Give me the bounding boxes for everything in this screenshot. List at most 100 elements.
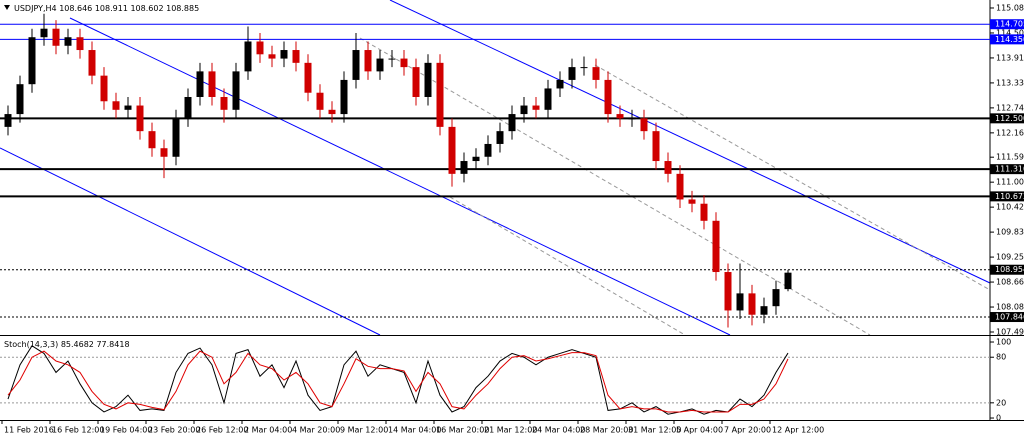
dashed-line xyxy=(594,64,991,291)
candle-body xyxy=(232,71,240,110)
candle-body xyxy=(40,28,48,38)
candle-body xyxy=(52,28,60,46)
dashed-line xyxy=(449,196,686,336)
y-tick-label: 113.33 xyxy=(996,78,1024,87)
candle-body xyxy=(544,88,552,110)
candle-body xyxy=(484,143,492,157)
level-label: 110.672 xyxy=(995,192,1024,201)
chart-header: USDJPY,H4 108.646 108.911 108.602 108.88… xyxy=(14,4,199,13)
x-tick-label: 28 Mar 20:00 xyxy=(580,426,633,435)
candle-body xyxy=(460,161,468,174)
x-tick-label: 4 Mar 20:00 xyxy=(292,426,340,435)
y-tick-label: 0 xyxy=(996,414,1001,423)
candle-body xyxy=(76,37,84,51)
x-tick-label: 14 Mar 04:00 xyxy=(388,426,441,435)
candle-body xyxy=(508,114,516,132)
candle-body xyxy=(436,62,444,127)
stoch-line xyxy=(7,350,789,413)
candle-body xyxy=(16,84,24,115)
candle-body xyxy=(244,41,252,72)
candle-body xyxy=(604,79,612,115)
y-tick-label: 112.160 xyxy=(996,128,1024,137)
level-label-box xyxy=(990,19,1024,30)
candle-body xyxy=(160,148,168,157)
level-label-box xyxy=(990,164,1024,175)
y-tick-label: 107.495 xyxy=(996,328,1024,337)
y-tick-label: 113.915 xyxy=(996,53,1024,62)
candle-body xyxy=(760,306,768,315)
candle-body xyxy=(724,272,732,311)
candle-body xyxy=(280,50,288,59)
candle-body xyxy=(688,199,696,204)
candle-body xyxy=(616,114,624,119)
x-tick-label: 24 Mar 04:00 xyxy=(532,426,585,435)
x-tick-label: 5 Apr 04:00 xyxy=(676,426,723,435)
candle-body xyxy=(652,131,660,162)
candle-body xyxy=(172,118,180,157)
candle-body xyxy=(628,118,636,120)
x-tick-label: 2 Mar 04:00 xyxy=(244,426,292,435)
candle-body xyxy=(88,50,96,76)
candle-body xyxy=(100,75,108,102)
level-label: 112.500 xyxy=(995,114,1024,123)
menu-arrow[interactable] xyxy=(4,5,10,10)
x-tick-label: 19 Feb 04:00 xyxy=(100,426,152,435)
level-label: 111.310 xyxy=(995,165,1024,174)
candle-body xyxy=(532,105,540,110)
y-tick-label: 115.085 xyxy=(996,3,1024,12)
x-tick-label: 21 Mar 12:00 xyxy=(484,426,537,435)
candle-body xyxy=(496,131,504,144)
x-tick-label: 23 Feb 20:00 xyxy=(148,426,200,435)
channel-line xyxy=(69,17,731,336)
y-tick-label: 108.665 xyxy=(996,278,1024,287)
y-tick-label: 20 xyxy=(996,398,1006,407)
candle-body xyxy=(400,58,408,68)
candle-body xyxy=(28,37,36,85)
candle-body xyxy=(184,96,192,119)
y-tick-label: 111.590 xyxy=(996,153,1024,162)
candle-body xyxy=(268,54,276,59)
channel-line xyxy=(0,147,381,336)
candle-body xyxy=(4,114,12,127)
candle-body xyxy=(376,58,384,72)
candle-body xyxy=(292,50,300,63)
level-label: 107.846 xyxy=(995,313,1024,322)
stoch-line xyxy=(7,345,789,415)
y-tick-label: 100 xyxy=(996,338,1011,347)
candle-body xyxy=(388,58,396,60)
y-tick-label: 109.25 xyxy=(996,253,1024,262)
candle-body xyxy=(676,173,684,200)
candle-body xyxy=(112,101,120,110)
level-label-box xyxy=(990,264,1024,275)
candle-body xyxy=(304,62,312,93)
x-tick-label: 12 Apr 12:00 xyxy=(772,426,824,435)
candle-body xyxy=(256,41,264,55)
y-tick-label: 110.420 xyxy=(996,203,1024,212)
x-tick-label: 26 Feb 12:00 xyxy=(196,426,248,435)
candle-body xyxy=(736,293,744,311)
candle-body xyxy=(412,67,420,97)
candle-body xyxy=(316,92,324,110)
y-tick-label: 114.500 xyxy=(996,28,1024,37)
x-tick-label: 11 Feb 2016 xyxy=(4,426,54,435)
candle-body xyxy=(700,203,708,221)
level-label: 114.350 xyxy=(995,35,1024,44)
candle-body xyxy=(712,220,720,273)
level-label-box xyxy=(990,312,1024,323)
candle-body xyxy=(208,71,216,97)
y-tick-label: 80 xyxy=(996,353,1006,362)
y-tick-label: 111.005 xyxy=(996,178,1024,187)
candle-body xyxy=(772,289,780,307)
level-label-box xyxy=(990,191,1024,202)
level-label-box xyxy=(990,34,1024,45)
x-tick-label: 16 Mar 20:00 xyxy=(436,426,489,435)
x-tick-label: 16 Feb 12:00 xyxy=(52,426,104,435)
candle-body xyxy=(568,67,576,80)
y-tick-label: 112.745 xyxy=(996,103,1024,112)
candle-body xyxy=(64,37,72,46)
level-label-box xyxy=(990,113,1024,124)
candle-body xyxy=(124,105,132,110)
x-tick-label: 7 Apr 20:00 xyxy=(724,426,771,435)
candle-body xyxy=(340,79,348,115)
